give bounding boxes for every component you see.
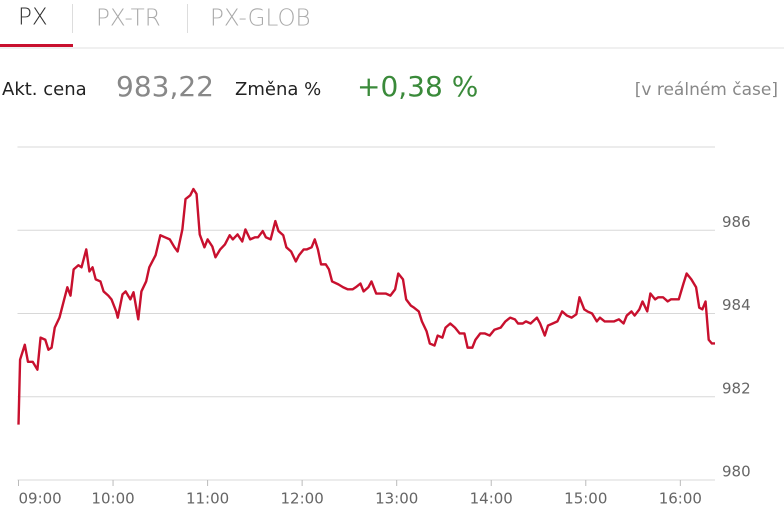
price-line bbox=[17, 187, 715, 425]
x-tick-label: 16:00 bbox=[659, 490, 702, 508]
tab[interactable]: PX bbox=[18, 5, 48, 31]
tab[interactable]: PX-TR bbox=[96, 6, 161, 32]
tab[interactable]: PX-GLOB bbox=[210, 6, 311, 32]
realtime-note: [v reálném čase] bbox=[635, 80, 778, 100]
x-tick-label: 11:00 bbox=[186, 490, 229, 508]
x-tick-label: 14:00 bbox=[470, 490, 513, 508]
x-tick-label: 13:00 bbox=[375, 490, 418, 508]
x-tick-label: 10:00 bbox=[91, 490, 134, 508]
y-tick-label: 982 bbox=[722, 379, 751, 397]
x-tick-label: 15:00 bbox=[564, 490, 607, 508]
x-tick-label: 12:00 bbox=[281, 490, 324, 508]
active-tab-underline bbox=[0, 44, 73, 47]
price-value: 983,22 bbox=[116, 70, 214, 103]
y-tick-label: 984 bbox=[722, 296, 751, 314]
price-label: Akt. cena bbox=[2, 79, 87, 100]
x-tick-label: 09:00 bbox=[19, 490, 62, 508]
chart: 980 982 984 986 09:00 10:00 11:00 12:00 13:00 14:… bbox=[17, 146, 751, 508]
change-value: +0,38 % bbox=[357, 70, 478, 103]
y-tick-label: 986 bbox=[722, 213, 751, 231]
change-label: Změna % bbox=[235, 79, 321, 100]
y-tick-label: 980 bbox=[722, 463, 751, 481]
